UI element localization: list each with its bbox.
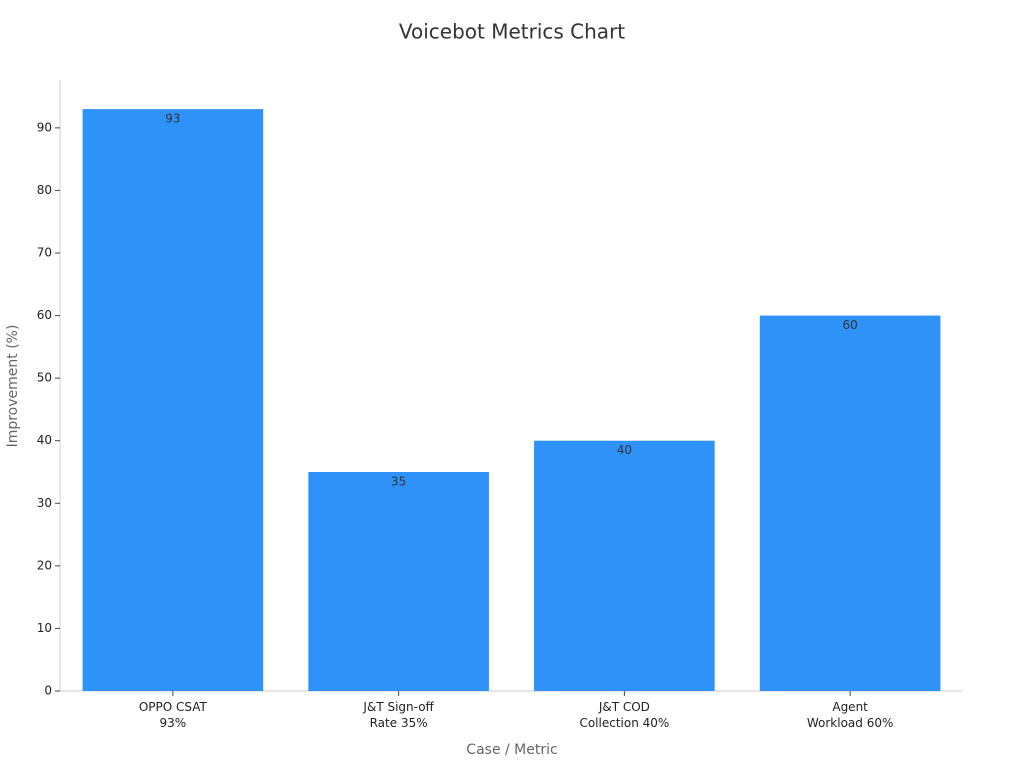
x-tick-label: OPPO CSAT 93% — [139, 700, 208, 730]
chart-title: Voicebot Metrics Chart — [399, 20, 625, 44]
y-tick-label: 80 — [37, 183, 52, 197]
x-tick-label: J&T Sign-off Rate 35% — [362, 700, 434, 730]
bar — [82, 109, 264, 692]
x-tick-label: J&T COD Collection 40% — [579, 700, 669, 730]
value-label: 93 — [165, 112, 180, 126]
value-label: 40 — [617, 443, 632, 457]
bar — [534, 440, 715, 691]
y-tick-label: 90 — [37, 120, 52, 134]
y-tick-label: 60 — [37, 308, 52, 322]
value-label: 60 — [842, 318, 857, 332]
x-tick-label: Agent Workload 60% — [807, 700, 894, 730]
y-tick-label: 70 — [37, 246, 52, 260]
y-tick-label: 20 — [37, 558, 52, 572]
y-tick-label: 40 — [37, 433, 52, 447]
y-tick-label: 10 — [37, 621, 52, 635]
y-tick-label: 0 — [44, 684, 52, 698]
value-label: 35 — [391, 475, 406, 489]
bar — [759, 315, 941, 691]
y-tick-label: 30 — [37, 496, 52, 510]
bar — [308, 472, 489, 691]
x-axis-label: Case / Metric — [466, 742, 557, 758]
y-axis-label: Improvement (%) — [5, 325, 21, 448]
y-tick-label: 50 — [37, 371, 52, 385]
